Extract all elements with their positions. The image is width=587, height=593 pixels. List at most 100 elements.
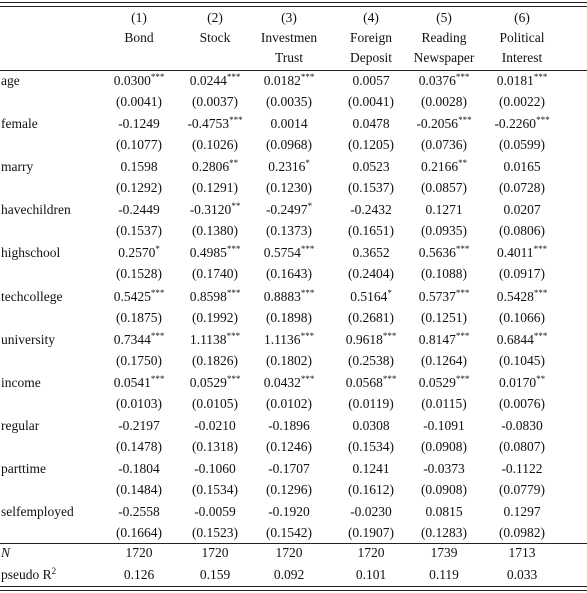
stars: *** xyxy=(455,373,470,384)
standard-error: (0.0982) xyxy=(498,525,546,540)
coefficient: 0.0165 xyxy=(503,159,540,175)
coefficient: -0.2197 xyxy=(118,418,160,434)
text: 0.0014 xyxy=(270,116,308,132)
stars: *** xyxy=(300,244,315,255)
stats-rule xyxy=(0,543,587,544)
text: 0.9618 xyxy=(345,331,383,347)
text: 0.8883 xyxy=(263,288,301,304)
text: 0.2166 xyxy=(420,159,459,175)
text: -0.1804 xyxy=(118,460,160,476)
coefficient: 0.7344*** xyxy=(113,331,165,348)
standard-error: (0.1246) xyxy=(265,438,313,454)
row-label: havechildren xyxy=(1,202,71,218)
stars: *** xyxy=(226,287,241,298)
stat-value: 1720 xyxy=(275,545,303,560)
standard-error: (0.1292) xyxy=(115,180,163,196)
coefficient: -0.1707 xyxy=(268,461,310,477)
standard-error: (0.0736) xyxy=(420,137,468,153)
text: 0.5737 xyxy=(418,288,456,304)
standard-error: (0.1318) xyxy=(191,438,239,454)
text: 0.0182 xyxy=(263,73,301,88)
coefficient: 0.4011*** xyxy=(497,245,547,261)
coefficient: 0.0308 xyxy=(352,418,389,434)
coefficient: -0.0230 xyxy=(350,504,392,520)
stars: *** xyxy=(226,244,241,255)
text: 0.0541 xyxy=(113,374,151,390)
text: 0.3652 xyxy=(352,245,390,261)
bottom-rule xyxy=(0,586,587,587)
coefficient: -0.2497* xyxy=(266,202,312,218)
standard-error: (0.0935) xyxy=(420,223,468,239)
stat-value: 1713 xyxy=(508,545,536,560)
coefficient: 0.0182*** xyxy=(264,73,315,89)
stat-value: 0.159 xyxy=(199,567,231,582)
coefficient: 0.1297 xyxy=(503,504,540,520)
text: 0.0308 xyxy=(352,417,390,433)
coefficient: -0.1060 xyxy=(194,461,236,477)
stat-value: 1720 xyxy=(357,545,385,560)
standard-error: (0.0728) xyxy=(498,180,546,196)
standard-error: (0.0599) xyxy=(498,137,546,153)
stars: ** xyxy=(229,158,239,169)
text: 0.0300 xyxy=(113,73,151,88)
column-title: Newspaper xyxy=(413,50,475,65)
text: 0.0432 xyxy=(263,374,301,390)
text: 1.1138 xyxy=(189,331,227,347)
text: 0.0170 xyxy=(498,374,537,390)
stars: *** xyxy=(150,287,165,298)
standard-error: (0.1740) xyxy=(191,266,239,282)
coefficient: 0.0170** xyxy=(498,373,546,391)
text: 0.0815 xyxy=(425,504,463,519)
stars: ** xyxy=(536,373,546,384)
coefficient: 0.8883*** xyxy=(263,288,315,305)
standard-error: (0.1534) xyxy=(347,438,395,454)
standard-error: (0.0779) xyxy=(498,481,546,497)
standard-error: (0.1534) xyxy=(191,481,239,497)
row-label: techcollege xyxy=(1,288,63,304)
text: 0.1297 xyxy=(503,504,541,519)
text: 0.4985 xyxy=(189,245,227,261)
coefficient: -0.1896 xyxy=(268,418,310,434)
standard-error: (0.1026) xyxy=(191,137,239,153)
stars: *** xyxy=(382,373,397,384)
column-title: Bond xyxy=(124,30,154,45)
standard-error: (0.0968) xyxy=(265,137,313,153)
text: 0.5754 xyxy=(263,245,301,261)
text: -0.2432 xyxy=(350,202,392,218)
coefficient: -0.1920 xyxy=(268,504,310,520)
stars: 2 xyxy=(51,566,57,576)
text: 0.0244 xyxy=(189,73,227,88)
standard-error: (0.1380) xyxy=(191,223,239,239)
standard-error: (0.2681) xyxy=(347,309,395,325)
coefficient: -0.4753*** xyxy=(187,116,242,132)
standard-error: (0.0103) xyxy=(115,395,163,411)
stars: * xyxy=(387,287,392,298)
standard-error: (0.1528) xyxy=(115,266,163,282)
coefficient: 0.4985*** xyxy=(190,245,241,261)
stars: *** xyxy=(533,244,548,255)
text: 0.7344 xyxy=(113,331,151,347)
column-number: (1) xyxy=(131,10,147,25)
standard-error: (0.0857) xyxy=(420,180,468,196)
standard-error: (0.0806) xyxy=(498,223,546,239)
coefficient: 0.9618*** xyxy=(345,331,397,348)
standard-error: (0.0037) xyxy=(191,94,239,109)
coefficient: -0.1122 xyxy=(501,461,542,477)
standard-error: (0.1875) xyxy=(115,309,163,325)
standard-error: (0.1478) xyxy=(115,438,163,454)
standard-error: (0.1992) xyxy=(191,309,239,325)
coefficient: 0.0478 xyxy=(352,116,389,132)
standard-error: (0.1205) xyxy=(347,137,395,153)
coefficient: 0.1241 xyxy=(352,461,389,477)
standard-error: (0.1077) xyxy=(115,137,163,153)
column-title: Interest xyxy=(501,50,543,65)
text: -0.2260 xyxy=(494,116,537,132)
standard-error: (0.0917) xyxy=(498,266,546,282)
stars: *** xyxy=(533,287,548,298)
coefficient: 0.0529*** xyxy=(419,373,470,391)
coefficient: 0.2316* xyxy=(268,159,310,175)
text: 0.2316 xyxy=(268,159,306,175)
text: -0.0210 xyxy=(194,417,236,433)
standard-error: (0.0119) xyxy=(348,395,394,411)
